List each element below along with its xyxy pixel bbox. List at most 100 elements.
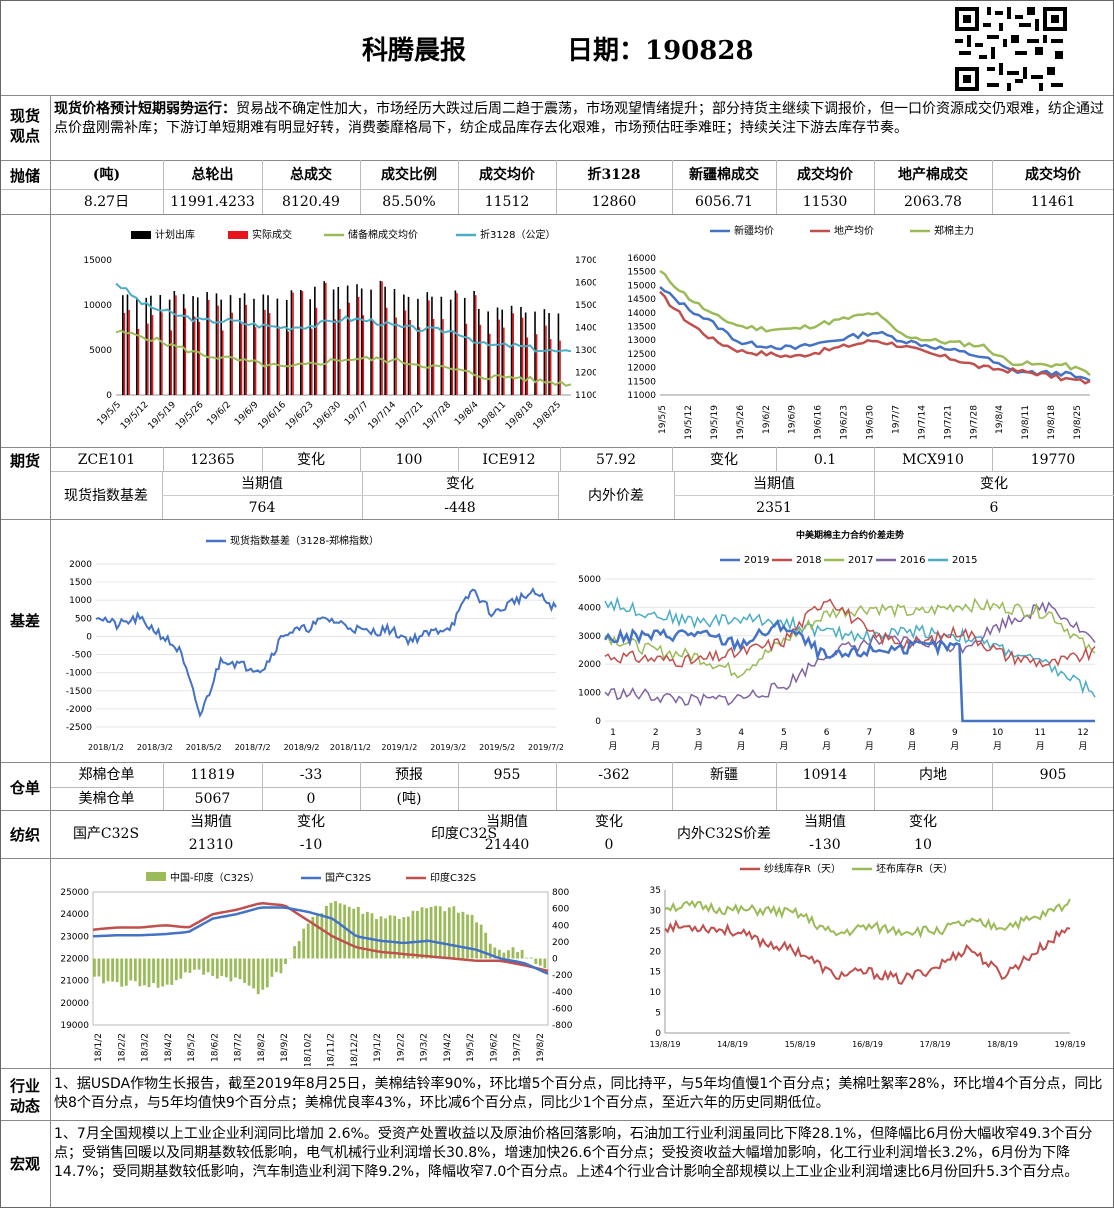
deal-bar [395,317,397,395]
diff-bar [311,916,315,959]
y-tick-label: 5 [655,1009,661,1019]
plan-bar [463,297,466,395]
diff-bar [197,958,201,970]
y2-tick-label: 15000 [575,301,596,311]
x-tick-label: 18/10/2 [303,1033,313,1066]
x-tick-label: 2018/11/2 [330,743,371,752]
deal-bar [385,307,388,395]
legend-3128-label: 折3128（公定） [480,228,555,241]
deal-bar [287,331,290,395]
x-tick-unit: 月 [651,741,660,752]
warehouse-cell: 新疆 [710,767,738,783]
x-tick-label: 19/7/14 [917,405,927,440]
x-tick-unit: 月 [737,741,746,752]
y2-tick-label: 12000 [575,369,596,379]
x-tick-label: 15/8/19 [785,1040,816,1049]
y-tick-label: 1000 [69,596,92,606]
plan-bar [173,291,176,395]
plan-bar [496,307,499,395]
legend-year-label: 2018 [796,555,821,566]
x-tick-label: 19/6/16 [814,405,824,440]
diff-bar [452,906,456,959]
deal-bar [549,339,552,395]
reserve-value-cell: 11530 [802,194,848,210]
x-tick-label: 13/8/19 [650,1040,681,1049]
x-tick-label: 18/5/2 [187,1033,197,1062]
diff-bar [479,924,483,959]
deal-bar [428,300,430,395]
x-tick-label: 19/2/2 [396,1033,406,1062]
deal-bar [151,315,154,395]
plan-bar [314,286,316,395]
reserve-value-cell: 11461 [1030,194,1076,210]
diff-bar [538,958,542,966]
plan-bar [417,298,419,395]
diff-bar [543,958,547,968]
x-tick-label: 19/5/5 [658,405,668,434]
deal-bar [545,325,547,395]
diff-bar [206,958,210,973]
x-tick-label: 18/9/2 [280,1033,290,1062]
diff-bar [293,946,296,959]
diff-bar [457,912,460,959]
deal-bar [442,319,444,395]
spread-header: 变化 [980,476,1008,492]
y-tick-label: 14500 [627,295,656,305]
zce-line [659,269,1091,377]
y-tick-label: 2000 [69,560,92,570]
diff-bar [370,913,374,959]
x-tick-label: 19/7/7 [891,405,901,434]
yarn-line [664,919,1071,985]
deal-bar [479,324,482,395]
diff-bar [138,958,142,987]
diff-bar [434,905,438,959]
diff-bar [115,958,119,983]
x-tick-label: 18/2/2 [117,1033,127,1062]
x-tick-label: 18/7/2 [234,1033,244,1062]
plan-bar [548,313,550,395]
local-line [659,290,1091,385]
report-title: 科腾晨报 [362,36,467,66]
legend-zce-label: 郑棉主力 [934,224,974,237]
legend-cn-label: 国产C32S [325,871,371,884]
textile-value: -130 [809,837,841,853]
deal-bar [451,330,454,395]
diff-bar [102,958,105,984]
diff-bar [238,958,242,980]
diff-bar [475,922,478,959]
y-tick-label: 5000 [578,575,601,585]
diff-bar [493,947,497,959]
textile-label: 印度C32S [430,826,498,842]
section-warehouse-label: 仓单 [9,779,40,797]
section-macro-label: 宏观 [9,1155,40,1173]
textile-label: 国产C32S [72,826,140,842]
x-tick-label: 2019/1/2 [381,743,417,752]
y2-tick-label: 11000 [575,391,596,401]
textile-value: 10 [914,837,932,853]
reserve-header-cell: 总成交 [290,167,332,183]
textile-header: 变化 [595,814,623,830]
legend-in-label: 印度C32S [430,871,476,884]
x-tick-label: 19/8/11 [1021,405,1031,440]
warehouse-cell: 11819 [190,767,235,783]
legend-deal-label: 实际成交 [252,228,292,241]
y-tick-label: 15500 [627,268,656,278]
diff-bar [297,941,301,959]
diff-bar [252,958,256,989]
macro-news: 1、7月全国规模以上工业企业利润同比增加 2.6%。受资产处置收益以及原油价格回… [54,1126,1093,1180]
plan-bar [440,296,443,395]
deal-bar [339,308,341,395]
avg-price-line [115,329,572,387]
spread-chart-title: 中美期棉主力合约价差走势 [796,529,904,541]
warehouse-cell: 0 [306,791,316,807]
deal-bar [301,291,304,395]
inventory-days-chart: 纱线库存R（天） 坯布库存R（天） 35 30 25 20 15 10 5 013/8/19 14/… [650,862,1086,1049]
deal-bar [362,315,365,395]
diff-bar [443,911,447,959]
diff-bar [243,958,246,983]
x-tick-unit: 月 [865,741,874,752]
y-tick-label: 0 [595,717,601,727]
diff-bar [170,958,174,985]
y-tick-label: 25000 [60,888,89,898]
